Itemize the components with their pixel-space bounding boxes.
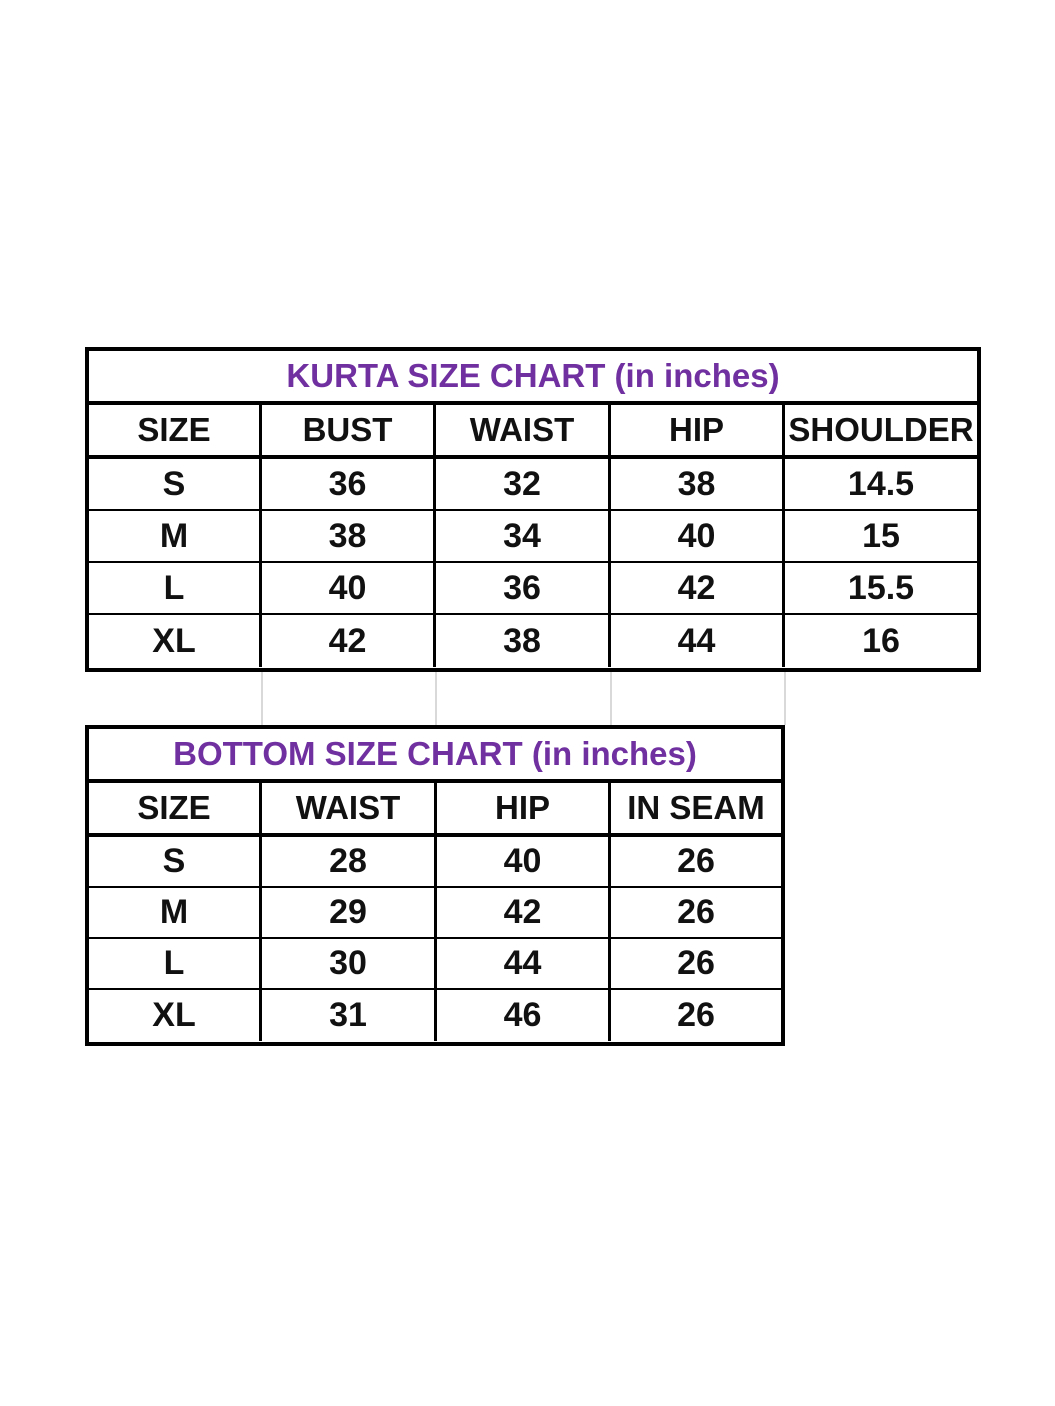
- table-cell: M: [89, 511, 262, 561]
- kurta-table-title: KURTA SIZE CHART (in inches): [89, 351, 977, 405]
- column-header-hip: HIP: [611, 405, 785, 455]
- gap-gridline: [610, 672, 612, 725]
- column-header-waist: WAIST: [262, 783, 437, 833]
- table-cell: 38: [436, 615, 611, 667]
- table-cell: 14.5: [847, 464, 915, 503]
- table-cell: 26: [677, 893, 715, 931]
- column-header-size: SIZE: [89, 405, 262, 455]
- table-cell: 34: [436, 511, 611, 561]
- table-cell: 42: [611, 563, 785, 613]
- table-cell: 36: [262, 459, 436, 509]
- table-cell: 36: [436, 563, 611, 613]
- table-cell: 15.5: [847, 568, 915, 607]
- table-row-m: M 38 34 40 15: [89, 511, 977, 563]
- table-cell: XL: [89, 990, 262, 1041]
- table-cell: 16: [862, 621, 900, 660]
- table-cell: 30: [262, 939, 437, 988]
- column-header-shoulder: SHOULDER: [788, 411, 974, 448]
- table-cell: 26: [677, 996, 715, 1034]
- table-cell: 40: [611, 511, 785, 561]
- table-row-s: S 36 32 38 14.5: [89, 459, 977, 511]
- table-cell: S: [89, 837, 262, 886]
- table-row-s: S 28 40 26: [89, 837, 781, 888]
- table-row-m: M 29 42 26: [89, 888, 781, 939]
- table-cell: 40: [437, 837, 611, 886]
- table-row-l: L 30 44 26: [89, 939, 781, 990]
- kurta-size-chart-table: KURTA SIZE CHART (in inches) SIZE BUST W…: [85, 347, 981, 672]
- table-cell: 44: [611, 615, 785, 667]
- table-cell: M: [89, 888, 262, 937]
- bottom-table-title: BOTTOM SIZE CHART (in inches): [89, 729, 781, 783]
- column-header-waist: WAIST: [436, 405, 611, 455]
- table-cell: 28: [262, 837, 437, 886]
- bottom-size-chart-table: BOTTOM SIZE CHART (in inches) SIZE WAIST…: [85, 725, 785, 1046]
- table-cell: 42: [437, 888, 611, 937]
- table-row-l: L 40 36 42 15.5: [89, 563, 977, 615]
- table-cell: 15: [862, 516, 900, 555]
- table-row-xl: XL 42 38 44 16: [89, 615, 977, 667]
- table-cell: L: [89, 939, 262, 988]
- gap-gridline: [784, 672, 786, 725]
- table-cell: 31: [262, 990, 437, 1041]
- table-cell: 40: [262, 563, 436, 613]
- column-header-size: SIZE: [89, 783, 262, 833]
- gap-gridline: [435, 672, 437, 725]
- table-cell: 38: [611, 459, 785, 509]
- table-cell: 26: [677, 842, 715, 880]
- table-cell: 32: [436, 459, 611, 509]
- gap-gridline: [261, 672, 263, 725]
- column-header-hip: HIP: [437, 783, 611, 833]
- table-cell: 46: [437, 990, 611, 1041]
- table-cell: S: [89, 459, 262, 509]
- table-cell: 38: [262, 511, 436, 561]
- bottom-table-header-row: SIZE WAIST HIP IN SEAM: [89, 783, 781, 837]
- table-cell: L: [89, 563, 262, 613]
- table-cell: XL: [89, 615, 262, 667]
- table-cell: 44: [437, 939, 611, 988]
- kurta-table-header-row: SIZE BUST WAIST HIP SHOULDER: [89, 405, 977, 459]
- column-header-in-seam: IN SEAM: [627, 789, 765, 826]
- table-cell: 29: [262, 888, 437, 937]
- table-cell: 26: [677, 944, 715, 982]
- table-cell: 42: [262, 615, 436, 667]
- column-header-bust: BUST: [262, 405, 436, 455]
- table-row-xl: XL 31 46 26: [89, 990, 781, 1041]
